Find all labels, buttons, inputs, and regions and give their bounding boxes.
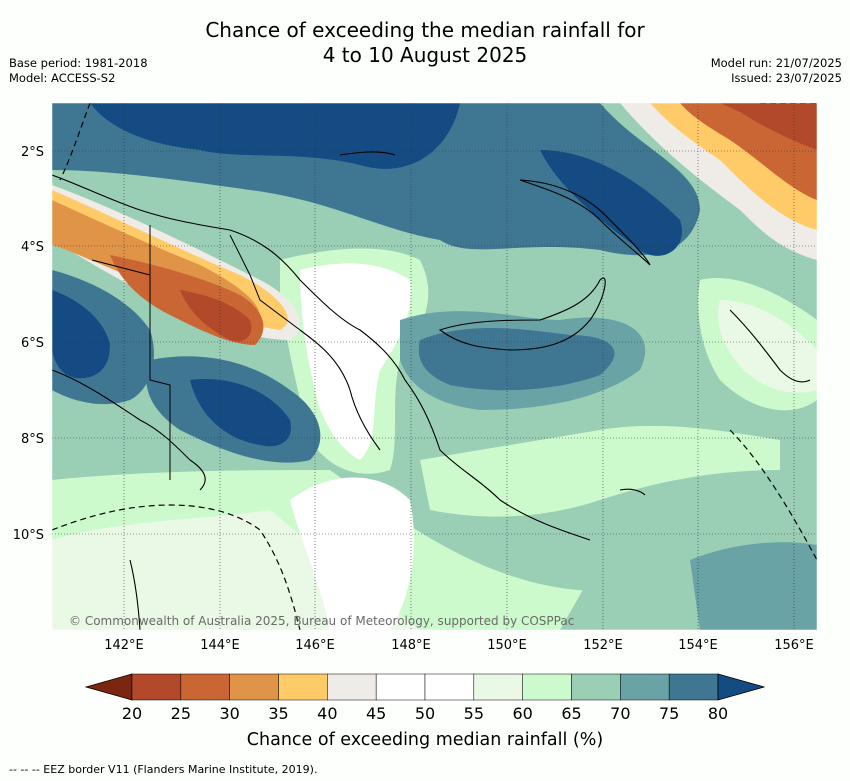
colorbar-tick-label: 80: [707, 704, 729, 723]
lon-label: 142°E: [104, 638, 144, 653]
colorbar-labels: 20 25 30 35 40 45 50 55 60 65 70 75 80: [0, 704, 850, 726]
colorbar-tick-label: 60: [512, 704, 533, 723]
colorbar-tick-label: 70: [610, 704, 631, 723]
colorbar-bin: [327, 673, 377, 701]
colorbar-tick-label: 50: [414, 704, 436, 723]
lon-label: 148°E: [391, 638, 431, 653]
colorbar-tick-label: 30: [219, 704, 240, 723]
colorbar-bin: [131, 673, 182, 701]
eez-border: [52, 103, 817, 630]
colorbar-max-arrow: [717, 673, 766, 701]
lon-label: 144°E: [200, 638, 240, 653]
colorbar-title: Chance of exceeding median rainfall (%): [246, 730, 604, 750]
colorbar-bin: [375, 673, 426, 701]
chart-title: Chance of exceeding the median rainfall …: [0, 18, 850, 68]
colorbar-tick-label: 45: [365, 704, 387, 723]
colorbar-bin: [180, 673, 230, 701]
lat-label: 4°S: [21, 240, 44, 255]
issued-date: Issued: 23/07/2025: [731, 71, 842, 85]
lon-label: 156°E: [774, 638, 814, 653]
colorbar: [84, 673, 766, 701]
colorbar-tick-label: 40: [317, 704, 338, 723]
lat-label: 8°S: [21, 432, 44, 447]
graticule: [52, 103, 817, 630]
probability-field: [52, 103, 817, 630]
base-period: Base period: 1981-2018: [9, 56, 148, 70]
colorbar-tick-label: 25: [170, 704, 192, 723]
longitude-labels: 142°E 144°E 146°E 148°E 150°E 152°E 154°…: [104, 638, 814, 653]
latitude-labels: 2°S 4°S 6°S 8°S 10°S: [13, 145, 44, 543]
map-frame: [51, 102, 818, 631]
lon-label: 152°E: [583, 638, 623, 653]
model-run: Model run: 21/07/2025: [710, 56, 842, 70]
model-info: Base period: 1981-2018 Model: ACCESS-S2: [9, 56, 148, 86]
colorbar-bin: [620, 673, 670, 701]
colorbar-tick-label: 65: [561, 704, 582, 723]
colorbar-bin: [229, 673, 279, 701]
colorbar-bin: [522, 673, 572, 701]
lon-label: 150°E: [487, 638, 527, 653]
title-line-2: 4 to 10 August 2025: [322, 43, 528, 67]
title-line-1: Chance of exceeding the median rainfall …: [205, 18, 645, 42]
lat-label: 6°S: [21, 336, 44, 351]
colorbar-bin: [668, 673, 719, 701]
lat-label: 2°S: [21, 145, 44, 160]
colorbar-min-arrow: [84, 673, 133, 701]
borders: [91, 225, 301, 480]
model-name: Model: ACCESS-S2: [9, 71, 116, 85]
run-info: Model run: 21/07/2025 Issued: 23/07/2025: [711, 56, 842, 86]
colorbar-tick-label: 35: [268, 704, 289, 723]
colorbar-tick-label: 55: [463, 704, 485, 723]
eez-footnote: -- -- -- EEZ border V11 (Flanders Marine…: [9, 763, 318, 776]
coastlines: [52, 151, 811, 630]
lat-label: 10°S: [13, 528, 44, 543]
lon-label: 146°E: [295, 638, 335, 653]
colorbar-bin: [278, 673, 328, 701]
colorbar-bin: [473, 673, 523, 701]
colorbar-tick-label: 20: [121, 704, 143, 723]
colorbar-tick-label: 75: [658, 704, 680, 723]
colorbar-bin: [571, 673, 621, 701]
copyright-notice: © Commonwealth of Australia 2025, Bureau…: [69, 614, 575, 628]
lon-label: 154°E: [678, 638, 718, 653]
colorbar-bin: [424, 673, 475, 701]
